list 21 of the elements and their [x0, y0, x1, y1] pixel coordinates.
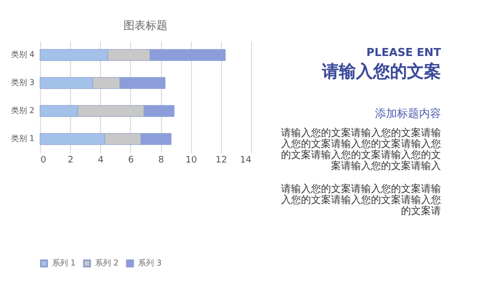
y-tick-label: 类别 4 [10, 50, 34, 59]
y-tick-label: 类别 2 [10, 106, 34, 115]
chart-title: 图表标题 [124, 19, 168, 32]
x-tick-label: 14 [240, 156, 252, 166]
x-tick-label: 10 [185, 156, 198, 166]
x-tick-label: 12 [216, 156, 228, 166]
x-tick-label: 4 [98, 156, 104, 166]
x-tick-label: 2 [68, 156, 74, 166]
text: 请输入您的文案请输入您的文案请输入您的文案请输入您的文案请输入您的文案请输入您的文案请输入您的文案请输入您的文案请输入 [281, 127, 441, 172]
text: 请输入您的文案请输入您的文案请输入您的文案请输入您的文案请输入您的文案请 [281, 183, 441, 217]
y-tick-label: 类别 3 [10, 78, 34, 87]
text: 添加标题内容 [375, 107, 441, 120]
text: PLEASE ENT [366, 46, 442, 59]
legend-label: 系列 3 [138, 258, 162, 268]
x-tick-label: 8 [158, 156, 164, 166]
y-tick-label: 类别 1 [10, 134, 34, 143]
x-tick-label: 0 [40, 156, 46, 166]
x-tick-label: 6 [128, 156, 134, 166]
legend-label: 系列 2 [95, 258, 119, 268]
text: 请输入您的文案 [321, 61, 441, 82]
legend-label: 系列 1 [52, 258, 76, 268]
